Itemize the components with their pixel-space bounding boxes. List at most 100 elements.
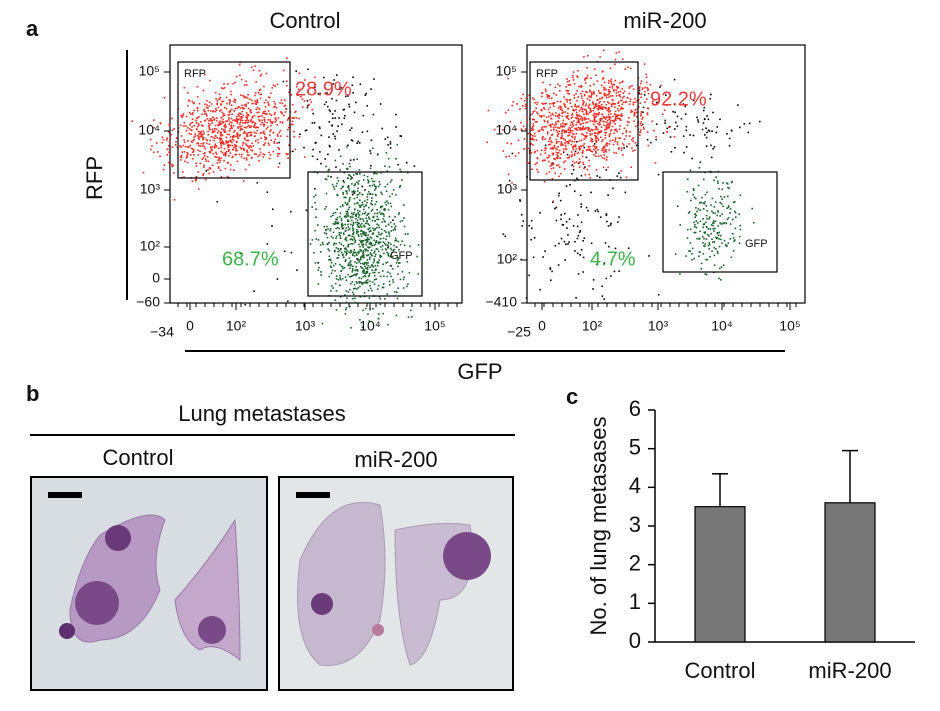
event-dot: [653, 130, 655, 132]
event-dot: [614, 271, 616, 273]
event-dot: [230, 121, 232, 123]
event-dot: [515, 155, 517, 157]
event-dot: [369, 267, 371, 269]
event-dot: [240, 120, 242, 122]
event-dot: [373, 258, 375, 260]
event-dot: [560, 144, 562, 146]
event-dot: [198, 125, 200, 127]
event-dot: [593, 154, 595, 156]
y-tick-label: 5: [629, 434, 641, 459]
event-dot: [307, 107, 309, 109]
event-dot: [557, 131, 559, 133]
event-dot: [198, 136, 200, 138]
event-dot: [706, 238, 708, 240]
event-dot: [143, 172, 145, 174]
event-dot: [254, 115, 256, 117]
event-dot: [330, 265, 332, 267]
event-dot: [199, 151, 201, 153]
event-dot: [376, 227, 378, 229]
event-dot: [590, 134, 592, 136]
event-dot: [702, 129, 704, 131]
event-dot: [549, 84, 551, 86]
event-dot: [540, 154, 542, 156]
event-dot: [378, 219, 380, 221]
event-dot: [223, 142, 225, 144]
event-dot: [296, 117, 298, 119]
event-dot: [387, 271, 389, 273]
event-dot: [528, 133, 530, 135]
event-dot: [571, 151, 573, 153]
event-dot: [557, 127, 559, 129]
event-dot: [550, 140, 552, 142]
event-dot: [561, 110, 563, 112]
event-dot: [254, 122, 256, 124]
event-dot: [573, 169, 575, 171]
event-dot: [344, 115, 346, 117]
event-dot: [347, 145, 349, 147]
event-dot: [584, 109, 586, 111]
event-dot: [333, 212, 335, 214]
event-dot: [337, 217, 339, 219]
event-dot: [615, 139, 617, 141]
event-dot: [394, 291, 396, 293]
event-dot: [532, 138, 534, 140]
event-dot: [193, 125, 195, 127]
event-dot: [380, 192, 382, 194]
event-dot: [675, 122, 677, 124]
event-dot: [351, 139, 353, 141]
event-dot: [558, 117, 560, 119]
event-dot: [236, 120, 238, 122]
event-dot: [573, 79, 575, 81]
event-dot: [555, 123, 557, 125]
event-dot: [347, 212, 349, 214]
event-dot: [685, 113, 687, 115]
event-dot: [622, 81, 624, 83]
event-dot: [639, 102, 641, 104]
event-dot: [196, 118, 198, 120]
event-dot: [382, 245, 384, 247]
event-dot: [324, 208, 326, 210]
event-dot: [196, 129, 198, 131]
event-dot: [303, 147, 305, 149]
event-dot: [261, 122, 263, 124]
event-dot: [603, 121, 605, 123]
event-dot: [719, 202, 721, 204]
event-dot: [216, 110, 218, 112]
event-dot: [385, 138, 387, 140]
event-dot: [269, 134, 271, 136]
event-dot: [695, 198, 697, 200]
event-dot: [277, 153, 279, 155]
event-dot: [225, 124, 227, 126]
event-dot: [362, 213, 364, 215]
event-dot: [549, 103, 551, 105]
event-dot: [367, 194, 369, 196]
event-dot: [349, 166, 351, 168]
event-dot: [322, 323, 324, 325]
event-dot: [235, 102, 237, 104]
event-dot: [366, 249, 368, 251]
event-dot: [690, 228, 692, 230]
event-dot: [219, 162, 221, 164]
event-dot: [605, 125, 607, 127]
event-dot: [339, 275, 341, 277]
event-dot: [698, 121, 700, 123]
event-dot: [716, 132, 718, 134]
event-dot: [354, 274, 356, 276]
event-dot: [350, 265, 352, 267]
event-dot: [315, 142, 317, 144]
event-dot: [278, 117, 280, 119]
event-dot: [204, 155, 206, 157]
event-dot: [198, 123, 200, 125]
event-dot: [616, 95, 618, 97]
event-dot: [288, 127, 290, 129]
event-dot: [371, 210, 373, 212]
event-dot: [341, 188, 343, 190]
event-dot: [563, 148, 565, 150]
event-dot: [365, 211, 367, 213]
event-dot: [692, 194, 694, 196]
event-dot: [629, 93, 631, 95]
event-dot: [614, 80, 616, 82]
y-tick-label: 10⁴: [495, 122, 517, 138]
event-dot: [386, 200, 388, 202]
event-dot: [356, 282, 358, 284]
